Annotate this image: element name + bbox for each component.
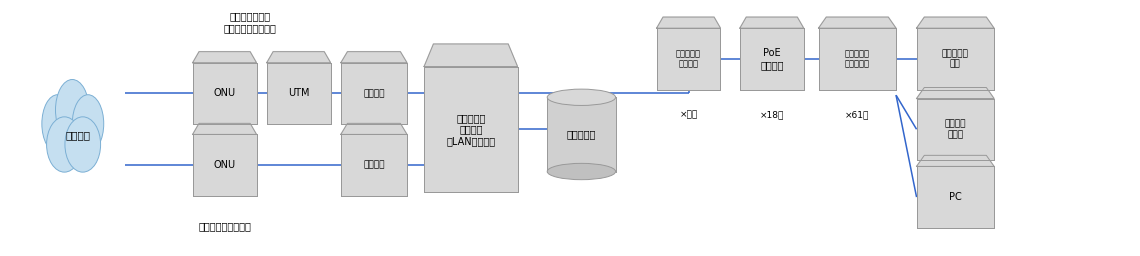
FancyBboxPatch shape [547,97,616,172]
Text: クラウド: クラウド [65,130,90,140]
Text: ONU: ONU [213,160,236,170]
Text: レイヤー２
スイッチ: レイヤー２ スイッチ [676,49,701,69]
FancyBboxPatch shape [267,63,331,124]
Text: UTM: UTM [288,88,309,99]
Ellipse shape [72,95,104,153]
Text: スマート
フォン: スマート フォン [945,120,966,139]
Ellipse shape [65,117,100,172]
Polygon shape [341,52,407,63]
Text: ×18台: ×18台 [759,110,784,119]
Ellipse shape [547,89,616,105]
Ellipse shape [42,95,73,153]
Text: 無線アクセ
スポイント: 無線アクセ スポイント [845,49,870,69]
Polygon shape [267,52,331,63]
Text: レイヤー３
スイッチ
（LANマップ）: レイヤー３ スイッチ （LANマップ） [446,113,496,146]
Polygon shape [917,17,994,28]
Polygon shape [657,17,720,28]
FancyBboxPatch shape [193,134,256,196]
Ellipse shape [547,163,616,180]
Polygon shape [341,123,407,134]
Text: ルーター: ルーター [364,89,384,98]
FancyBboxPatch shape [657,28,720,90]
FancyBboxPatch shape [819,28,896,90]
Polygon shape [193,123,256,134]
Polygon shape [917,88,994,99]
Text: 全日制教職員用
インターネット接続: 全日制教職員用 インターネット接続 [223,11,276,33]
FancyBboxPatch shape [917,28,994,90]
Polygon shape [193,52,256,63]
Polygon shape [917,155,994,166]
FancyBboxPatch shape [341,134,407,196]
FancyBboxPatch shape [740,28,804,90]
FancyBboxPatch shape [424,67,518,192]
Text: サーバー類: サーバー類 [567,129,596,140]
Text: ルーター: ルーター [364,161,384,170]
Ellipse shape [56,80,89,140]
Text: PC: PC [948,192,962,202]
Ellipse shape [47,117,82,172]
Polygon shape [424,44,518,67]
Text: PoE
スイッチ: PoE スイッチ [760,48,783,70]
Polygon shape [819,17,896,28]
Text: インターネット接続: インターネット接続 [198,221,251,231]
Text: ONU: ONU [213,88,236,99]
Text: ×61台: ×61台 [845,110,870,119]
Text: タブレット
端末: タブレット 端末 [942,49,969,69]
FancyBboxPatch shape [193,63,256,124]
Text: ×２台: ×２台 [679,110,698,119]
Polygon shape [740,17,804,28]
FancyBboxPatch shape [341,63,407,124]
FancyBboxPatch shape [917,99,994,160]
FancyBboxPatch shape [917,166,994,228]
